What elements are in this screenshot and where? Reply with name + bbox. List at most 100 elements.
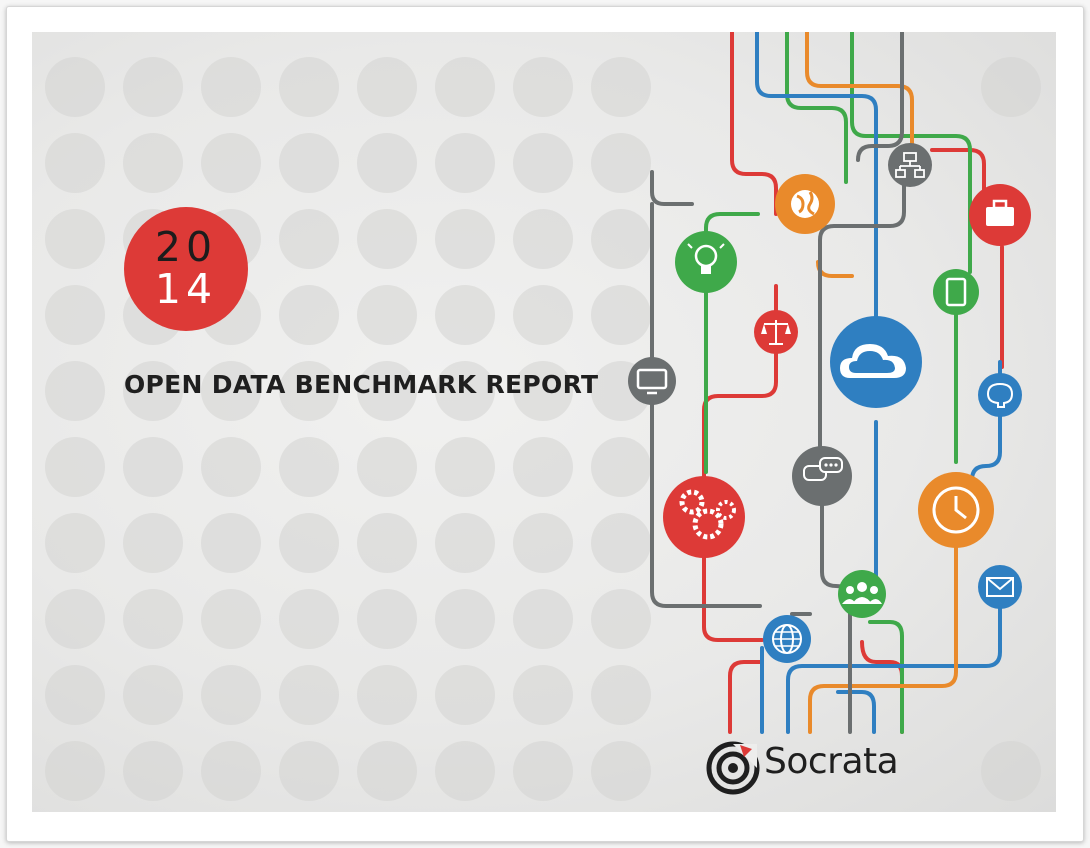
background-dot: [357, 513, 417, 573]
background-dot: [279, 361, 339, 421]
background-dot: [279, 741, 339, 801]
background-dot: [357, 361, 417, 421]
background-dot: [435, 361, 495, 421]
background-dot: [435, 589, 495, 649]
brain-icon: [978, 373, 1022, 417]
background-dot: [591, 209, 651, 269]
background-dot: [357, 437, 417, 497]
background-dot: [45, 665, 105, 725]
background-dot: [201, 133, 261, 193]
background-dot: [201, 741, 261, 801]
clock-icon: [918, 472, 994, 548]
background-dot: [279, 285, 339, 345]
background-dot: [981, 57, 1041, 117]
background-dot: [201, 513, 261, 573]
socrata-logo: Socrata: [706, 737, 936, 795]
socrata-target-icon: [706, 741, 760, 795]
background-dot: [201, 437, 261, 497]
background-dot: [591, 133, 651, 193]
background-dot: [435, 741, 495, 801]
cloud-icon: [830, 316, 922, 408]
scales-icon: [754, 310, 798, 354]
background-dot: [45, 437, 105, 497]
background-dot: [45, 285, 105, 345]
background-dot: [279, 589, 339, 649]
background-dot: [45, 589, 105, 649]
year-badge: 20 14: [124, 207, 248, 331]
background-dot: [279, 209, 339, 269]
org-chart-icon: [888, 143, 932, 187]
background-dot: [45, 57, 105, 117]
background-dot: [591, 437, 651, 497]
background-dot: [201, 57, 261, 117]
background-dot: [435, 513, 495, 573]
brand-name: Socrata: [764, 741, 899, 782]
report-title: OPEN DATA BENCHMARK REPORT: [124, 370, 599, 399]
background-dot: [435, 209, 495, 269]
envelope-icon: [978, 565, 1022, 609]
background-dot: [513, 361, 573, 421]
background-dot: [279, 437, 339, 497]
year-top-digits: 20: [154, 223, 218, 271]
background-dot: [357, 133, 417, 193]
background-dot: [123, 589, 183, 649]
background-dot: [201, 589, 261, 649]
lightbulb-icon: [675, 231, 737, 293]
background-dot: [279, 665, 339, 725]
background-dot: [513, 665, 573, 725]
background-dot: [513, 133, 573, 193]
background-dot: [513, 589, 573, 649]
background-dot: [435, 133, 495, 193]
background-dot: [201, 665, 261, 725]
background-dot: [435, 437, 495, 497]
gears-icon: [663, 476, 745, 558]
background-dot: [45, 209, 105, 269]
globe-icon: [775, 174, 835, 234]
background-dot: [123, 57, 183, 117]
background-dot: [513, 741, 573, 801]
background-dot: [123, 741, 183, 801]
report-cover: 20 14 OPEN DATA BENCHMARK REPORT: [32, 32, 1056, 812]
background-dot: [45, 361, 105, 421]
background-dot: [279, 513, 339, 573]
background-dot: [123, 361, 183, 421]
world-grid-icon: [763, 615, 811, 663]
background-dot: [435, 285, 495, 345]
background-dot: [279, 57, 339, 117]
background-dot: [513, 57, 573, 117]
dot-pattern-background: [45, 57, 1041, 801]
background-dot: [357, 57, 417, 117]
background-dot: [279, 133, 339, 193]
background-dot: [513, 209, 573, 269]
background-dot: [357, 665, 417, 725]
background-dot: [513, 437, 573, 497]
briefcase-icon: [969, 184, 1031, 246]
background-dot: [981, 741, 1041, 801]
background-dot: [45, 133, 105, 193]
background-dot: [591, 665, 651, 725]
background-dot: [201, 361, 261, 421]
background-dot: [123, 437, 183, 497]
monitor-icon: [628, 357, 676, 405]
year-bottom-digits: 14: [154, 265, 218, 313]
background-dot: [123, 665, 183, 725]
background-dot: [45, 513, 105, 573]
data-network-illustration: [628, 32, 1031, 734]
people-icon: [838, 570, 886, 618]
background-dot: [357, 589, 417, 649]
chat-bubble-icon: [792, 446, 852, 506]
background-dot: [591, 741, 651, 801]
background-dot: [513, 285, 573, 345]
background-dot: [591, 589, 651, 649]
background-dot: [45, 741, 105, 801]
background-dot: [591, 285, 651, 345]
background-dot: [357, 741, 417, 801]
background-dot: [435, 57, 495, 117]
background-dot: [591, 57, 651, 117]
tablet-icon: [933, 269, 979, 315]
background-dot: [435, 665, 495, 725]
background-dot: [357, 285, 417, 345]
background-dot: [123, 513, 183, 573]
background-dot: [123, 133, 183, 193]
background-dot: [591, 513, 651, 573]
